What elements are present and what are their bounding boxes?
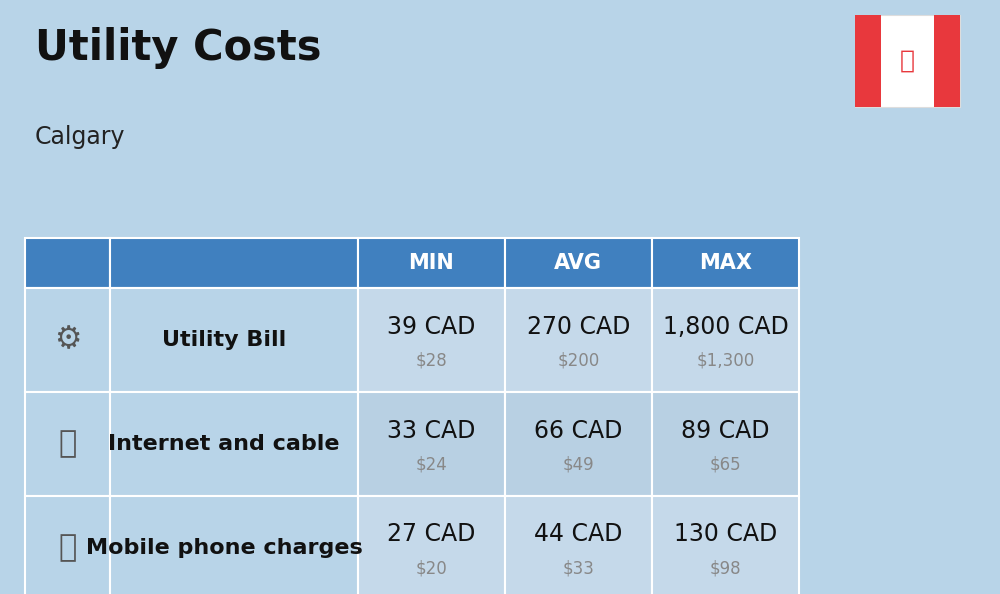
Text: 27 CAD: 27 CAD xyxy=(387,523,475,546)
Bar xyxy=(934,15,960,107)
Bar xyxy=(505,238,652,288)
Bar xyxy=(358,496,505,594)
Text: $65: $65 xyxy=(710,456,741,474)
Bar xyxy=(652,496,799,594)
Bar xyxy=(25,496,110,594)
Text: 📶: 📶 xyxy=(59,429,77,459)
Text: $1,300: $1,300 xyxy=(696,352,755,370)
Bar xyxy=(25,392,110,496)
Text: $20: $20 xyxy=(415,560,447,578)
Text: MAX: MAX xyxy=(699,253,752,273)
Bar xyxy=(358,288,505,392)
Bar xyxy=(652,288,799,392)
Text: MIN: MIN xyxy=(408,253,454,273)
Bar xyxy=(505,288,652,392)
Text: 44 CAD: 44 CAD xyxy=(534,523,623,546)
Text: 39 CAD: 39 CAD xyxy=(387,315,475,339)
Text: 📱: 📱 xyxy=(59,533,77,563)
Bar xyxy=(25,288,110,392)
Bar xyxy=(652,238,799,288)
Text: $200: $200 xyxy=(557,352,600,370)
Text: Mobile phone charges: Mobile phone charges xyxy=(86,538,362,558)
Bar xyxy=(358,238,505,288)
Text: 1,800 CAD: 1,800 CAD xyxy=(663,315,788,339)
Text: $28: $28 xyxy=(415,352,447,370)
Bar xyxy=(652,392,799,496)
Text: Internet and cable: Internet and cable xyxy=(108,434,340,454)
Text: Utility Costs: Utility Costs xyxy=(35,27,322,69)
Text: $33: $33 xyxy=(562,560,594,578)
Bar xyxy=(25,238,110,288)
Text: 33 CAD: 33 CAD xyxy=(387,419,475,443)
Bar xyxy=(110,496,358,594)
Bar xyxy=(358,392,505,496)
Text: 89 CAD: 89 CAD xyxy=(681,419,770,443)
Text: AVG: AVG xyxy=(554,253,602,273)
Text: 270 CAD: 270 CAD xyxy=(527,315,630,339)
Text: 130 CAD: 130 CAD xyxy=(674,523,777,546)
Bar xyxy=(505,392,652,496)
Bar xyxy=(110,392,358,496)
Bar xyxy=(855,15,881,107)
Text: $24: $24 xyxy=(415,456,447,474)
Bar xyxy=(505,496,652,594)
Bar xyxy=(110,238,358,288)
Bar xyxy=(110,288,358,392)
Text: ⚙: ⚙ xyxy=(54,326,81,355)
Bar xyxy=(855,15,960,107)
Text: $98: $98 xyxy=(710,560,741,578)
Text: Calgary: Calgary xyxy=(35,125,126,148)
Text: 66 CAD: 66 CAD xyxy=(534,419,623,443)
Text: 🍁: 🍁 xyxy=(900,49,915,73)
Text: $49: $49 xyxy=(563,456,594,474)
Text: Utility Bill: Utility Bill xyxy=(162,330,286,350)
